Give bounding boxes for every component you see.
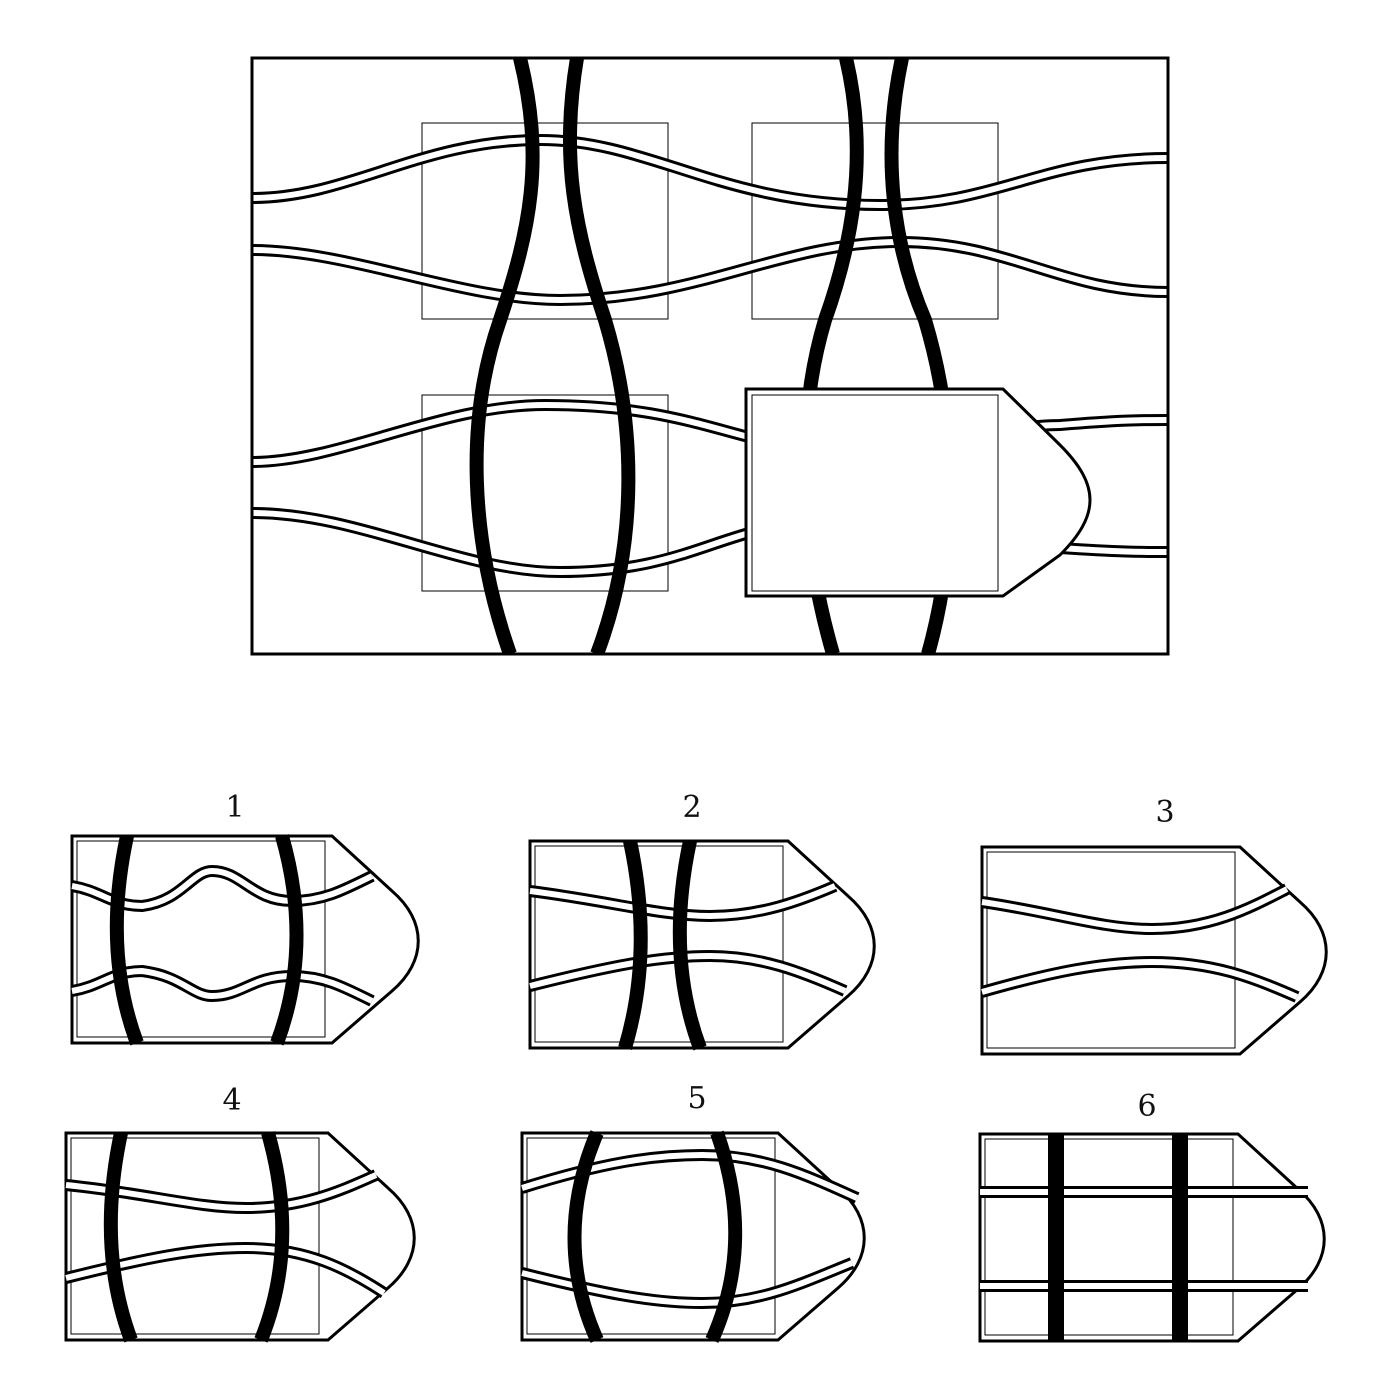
option-1[interactable]: 1 [70, 790, 420, 1046]
option-2[interactable]: 2 [528, 790, 876, 1051]
option-label: 3 [1155, 795, 1174, 830]
bold-line [109, 834, 144, 1046]
bold-line [103, 1131, 138, 1343]
option-label: 6 [1137, 1089, 1156, 1124]
main-puzzle [250, 56, 1170, 656]
piece-inner-box [76, 840, 326, 1038]
missing-piece-slot [744, 387, 1092, 598]
main-frame [250, 56, 1170, 656]
piece-shape-icon [978, 1132, 1326, 1343]
option-label: 5 [687, 1081, 706, 1116]
piece-inner-box [70, 1137, 320, 1335]
piece-inner-box [986, 851, 1236, 1049]
piece-shape-icon [528, 839, 876, 1050]
option-4[interactable]: 4 [64, 1083, 416, 1343]
bold-line [618, 839, 648, 1051]
double-line [981, 883, 1290, 936]
slot-inner-box [751, 394, 999, 592]
bold-line [567, 1130, 604, 1343]
bold-line [705, 1130, 743, 1343]
double-line [529, 880, 838, 923]
cell-box [751, 122, 999, 320]
piece-shape-icon [64, 1131, 416, 1342]
bold-line [672, 839, 707, 1051]
piece-inner-box [526, 1137, 776, 1335]
double-line [528, 949, 848, 997]
option-6[interactable]: 6 [978, 1089, 1326, 1343]
double-line [252, 235, 1168, 307]
piece-inner-box [984, 1138, 1234, 1336]
double-line [65, 1169, 379, 1215]
option-label: 1 [225, 790, 244, 825]
cell-box [421, 122, 669, 320]
double-line [64, 1241, 388, 1299]
option-label: 4 [222, 1083, 241, 1118]
bold-line [562, 58, 636, 654]
bold-line [469, 58, 540, 654]
piece-shape-icon [980, 845, 1328, 1056]
bold-line [254, 1131, 290, 1343]
option-label: 2 [682, 790, 701, 825]
option-3[interactable]: 3 [980, 795, 1328, 1056]
piece-shape-icon [70, 834, 420, 1045]
main-pattern [252, 58, 1168, 654]
double-line [252, 133, 1168, 212]
piece-inner-box [534, 845, 784, 1043]
cell-box [421, 394, 669, 592]
option-5[interactable]: 5 [520, 1081, 866, 1343]
bold-line [270, 834, 304, 1046]
